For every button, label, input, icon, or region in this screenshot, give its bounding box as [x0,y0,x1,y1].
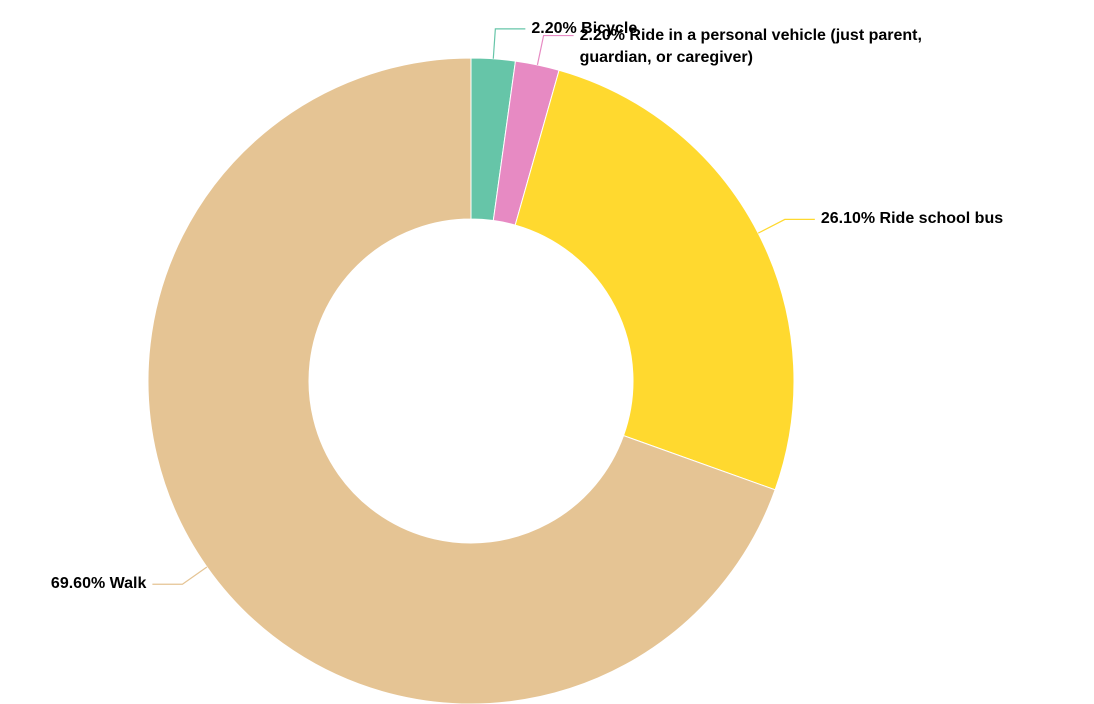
slice-label: 2.20% Ride in a personal vehicle (just p… [580,25,940,69]
leader-line [492,28,526,59]
value-label: 2.20% [531,19,577,37]
value-label: 2.20% [579,26,625,44]
slice-label: 26.10% Ride school bus [821,208,1094,230]
donut-slice [514,69,795,491]
slice-label: 69.60% Walk [0,573,146,595]
value-label: 69.60% [50,575,106,593]
leader-line [536,34,574,66]
leader-line [757,218,815,234]
category-label: Walk [109,575,147,593]
leader-line [152,566,208,585]
category-label: Bicycle [581,19,638,37]
slice-label: 2.20% Bicycle [531,18,891,40]
category-label: Ride school bus [879,210,1004,228]
category-label: Ride in a personal vehicle (just parent,… [579,26,922,66]
value-label: 26.10% [820,210,876,228]
